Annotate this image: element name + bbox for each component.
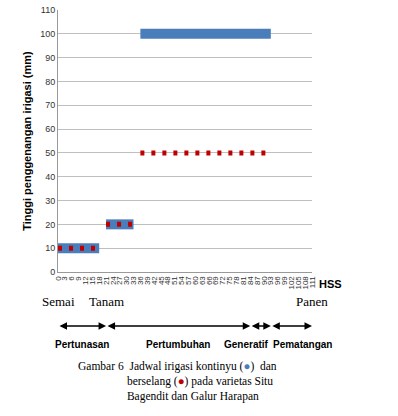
- svg-text:15: 15: [88, 276, 97, 285]
- svg-text:57: 57: [184, 276, 193, 285]
- svg-text:0: 0: [54, 276, 63, 281]
- svg-text:80: 80: [45, 77, 55, 87]
- svg-text:54: 54: [177, 276, 186, 285]
- svg-text:Generatif: Generatif: [224, 339, 269, 350]
- svg-text:Tanam: Tanam: [89, 294, 124, 309]
- svg-text:20: 20: [45, 220, 55, 230]
- svg-text:42: 42: [150, 276, 159, 285]
- svg-text:78: 78: [232, 276, 241, 285]
- svg-text:12: 12: [81, 276, 90, 285]
- svg-text:21: 21: [102, 276, 111, 285]
- svg-text:72: 72: [218, 276, 227, 285]
- svg-text:51: 51: [170, 276, 179, 285]
- svg-text:75: 75: [225, 276, 234, 285]
- svg-text:110: 110: [41, 5, 55, 15]
- svg-text:81: 81: [239, 276, 248, 285]
- svg-text:9: 9: [74, 276, 83, 281]
- svg-text:70: 70: [45, 100, 55, 110]
- svg-text:102: 102: [287, 276, 296, 290]
- svg-text:45: 45: [157, 276, 166, 285]
- svg-text:69: 69: [211, 276, 220, 285]
- svg-text:10: 10: [45, 243, 55, 253]
- svg-text:Pertumbuhan: Pertumbuhan: [146, 339, 210, 350]
- svg-text:Tinggi penggenangan irigasi (m: Tinggi penggenangan irigasi (mm): [21, 51, 33, 231]
- svg-text:30: 30: [45, 196, 55, 206]
- svg-text:0: 0: [50, 267, 55, 277]
- svg-text:96: 96: [273, 276, 282, 285]
- svg-text:36: 36: [136, 276, 145, 285]
- svg-text:39: 39: [143, 276, 152, 285]
- svg-text:63: 63: [198, 276, 207, 285]
- svg-text:60: 60: [191, 276, 200, 285]
- svg-text:24: 24: [109, 276, 118, 285]
- svg-text:111: 111: [308, 276, 317, 289]
- svg-text:84: 84: [246, 276, 255, 285]
- svg-text:Semai: Semai: [42, 294, 75, 309]
- svg-text:87: 87: [253, 276, 262, 285]
- svg-text:50: 50: [45, 148, 55, 158]
- svg-text:48: 48: [163, 276, 172, 285]
- svg-text:99: 99: [280, 276, 289, 285]
- svg-text:66: 66: [205, 276, 214, 285]
- svg-text:Panen: Panen: [296, 294, 328, 309]
- svg-text:33: 33: [129, 276, 138, 285]
- svg-text:100: 100: [40, 29, 55, 39]
- svg-text:90: 90: [45, 53, 55, 63]
- svg-text:40: 40: [45, 172, 55, 182]
- svg-text:Pertunasan: Pertunasan: [55, 339, 109, 350]
- svg-text:108: 108: [301, 276, 310, 290]
- svg-text:HSS: HSS: [319, 278, 342, 290]
- svg-text:93: 93: [266, 276, 275, 285]
- svg-text:30: 30: [122, 276, 131, 285]
- svg-text:Pematangan: Pematangan: [273, 339, 332, 350]
- svg-text:105: 105: [294, 276, 303, 290]
- svg-text:27: 27: [115, 276, 124, 285]
- svg-text:3: 3: [60, 276, 69, 281]
- svg-text:18: 18: [95, 276, 104, 285]
- svg-text:6: 6: [67, 276, 76, 281]
- svg-text:Gambar 6 Jadwal irigasi konti: Gambar 6 Jadwal irigasi kontinyu (●) dan…: [78, 360, 277, 403]
- svg-text:90: 90: [260, 276, 269, 285]
- svg-text:60: 60: [45, 124, 55, 134]
